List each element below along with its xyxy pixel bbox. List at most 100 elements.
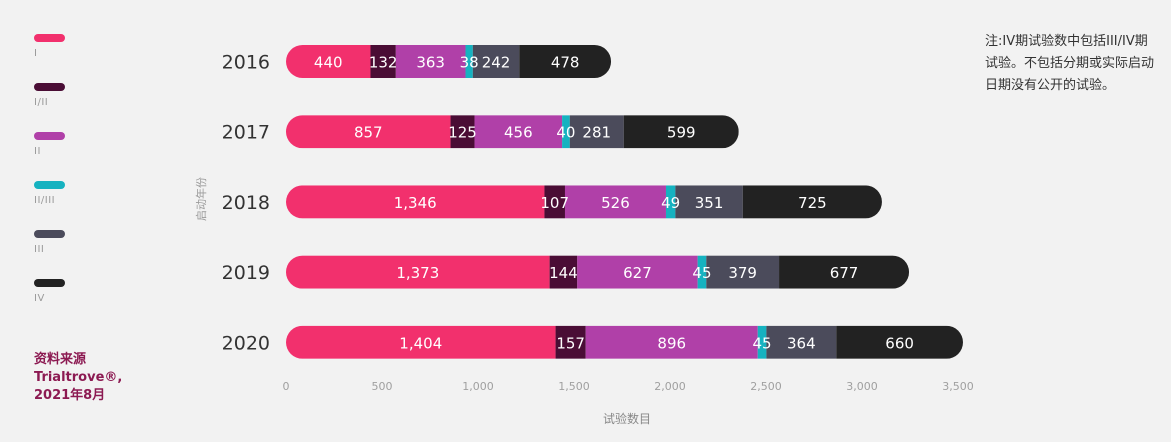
- data-label: 107: [540, 194, 569, 212]
- legend-swatch: [34, 83, 65, 91]
- bar-segment: [675, 185, 743, 219]
- bar-segment: [623, 115, 739, 149]
- footnote: 注:IV期试验数中包括III/IV期试验。不包括分期或实际启动日期没有公开的试验…: [985, 34, 1155, 93]
- bar-segment: [549, 255, 578, 289]
- bar-segment: [286, 325, 556, 359]
- source-line: 2021年8月: [34, 388, 106, 403]
- x-tick-label: 1,000: [462, 380, 494, 393]
- data-label: 351: [695, 194, 724, 212]
- bar-segment: [577, 255, 698, 289]
- bar-row: [286, 325, 963, 359]
- legend-item: I: [34, 34, 94, 83]
- y-axis-label: 启动年份: [194, 177, 208, 221]
- data-label: 379: [728, 264, 757, 282]
- data-label: 440: [314, 54, 343, 72]
- category-label: 2018: [222, 192, 270, 214]
- data-label: 1,373: [396, 264, 439, 282]
- data-label: 526: [601, 194, 630, 212]
- legend-swatch: [34, 132, 65, 140]
- data-label: 49: [661, 194, 680, 212]
- legend-label: IV: [34, 293, 45, 304]
- data-label: 478: [551, 54, 580, 72]
- legend-item: IV: [34, 279, 94, 328]
- data-label: 40: [556, 124, 575, 142]
- bar-row: [286, 185, 882, 219]
- data-label: 132: [369, 54, 398, 72]
- legend-swatch: [34, 279, 65, 287]
- legend-item: I/II: [34, 83, 94, 132]
- x-tick-label: 1,500: [558, 380, 590, 393]
- legend-label: II/III: [34, 195, 56, 206]
- bar-segment: [555, 325, 586, 359]
- category-label: 2019: [222, 262, 270, 284]
- data-label: 242: [482, 54, 511, 72]
- bar-segment: [370, 45, 396, 78]
- source-note: 资料来源 Trialtrove®, 2021年8月: [34, 351, 174, 405]
- data-label: 725: [798, 194, 827, 212]
- bar-row: [286, 45, 612, 78]
- bar-segment: [562, 115, 570, 149]
- bar-segment: [836, 325, 963, 359]
- bar-segment: [757, 325, 767, 359]
- bar-segment: [450, 115, 475, 149]
- x-axis-label: 试验数目: [603, 411, 651, 426]
- data-label: 896: [657, 334, 686, 352]
- data-label: 660: [885, 334, 914, 352]
- bar-row: [286, 255, 910, 289]
- legend-item: II: [34, 132, 94, 181]
- bar-segment: [395, 45, 466, 78]
- source-line: Trialtrove®,: [34, 370, 123, 385]
- x-tick-label: 3,500: [942, 380, 974, 393]
- bar-segment: [472, 45, 520, 78]
- data-label: 45: [753, 334, 772, 352]
- data-label: 363: [416, 54, 445, 72]
- data-label: 456: [504, 124, 533, 142]
- x-tick-label: 3,000: [846, 380, 878, 393]
- legend-swatch: [34, 230, 65, 238]
- data-label: 1,404: [399, 334, 442, 352]
- data-label: 281: [582, 124, 611, 142]
- bar-row: [286, 115, 739, 149]
- legend-swatch: [34, 34, 65, 42]
- legend-item: III: [34, 230, 94, 279]
- bar-segment: [665, 185, 676, 219]
- x-tick-label: 0: [283, 380, 290, 393]
- x-tick-label: 2,500: [750, 380, 782, 393]
- bar-segment: [286, 45, 371, 78]
- data-label: 125: [448, 124, 477, 142]
- bar-segment: [474, 115, 563, 149]
- bar-segment: [742, 185, 882, 219]
- legend-label: II: [34, 146, 41, 157]
- bar-segment: [779, 255, 910, 289]
- bar-segment: [766, 325, 837, 359]
- bar-segment: [519, 45, 612, 78]
- data-label: 677: [830, 264, 859, 282]
- bar-segment: [286, 255, 550, 289]
- data-label: 38: [460, 54, 479, 72]
- data-label: 857: [354, 124, 383, 142]
- source-line: 资料来源: [34, 352, 87, 367]
- bar-segment: [465, 45, 473, 78]
- bar-segment: [569, 115, 624, 149]
- legend-label: I: [34, 48, 38, 59]
- category-label: 2020: [222, 332, 270, 354]
- legend-label: I/II: [34, 97, 49, 108]
- data-label: 599: [667, 124, 696, 142]
- bar-segment: [585, 325, 758, 359]
- x-tick-label: 2,000: [654, 380, 686, 393]
- category-label: 2016: [222, 52, 270, 74]
- x-tick-label: 500: [372, 380, 393, 393]
- bar-segment: [286, 115, 451, 149]
- data-label: 144: [549, 264, 578, 282]
- data-label: 45: [692, 264, 711, 282]
- legend-label: III: [34, 244, 45, 255]
- data-label: 157: [556, 334, 585, 352]
- data-label: 627: [623, 264, 652, 282]
- bar-segment: [564, 185, 666, 219]
- bar-segment: [544, 185, 565, 219]
- data-label: 364: [787, 334, 816, 352]
- category-label: 2017: [222, 122, 270, 144]
- bar-segment: [706, 255, 780, 289]
- bar-segment: [697, 255, 707, 289]
